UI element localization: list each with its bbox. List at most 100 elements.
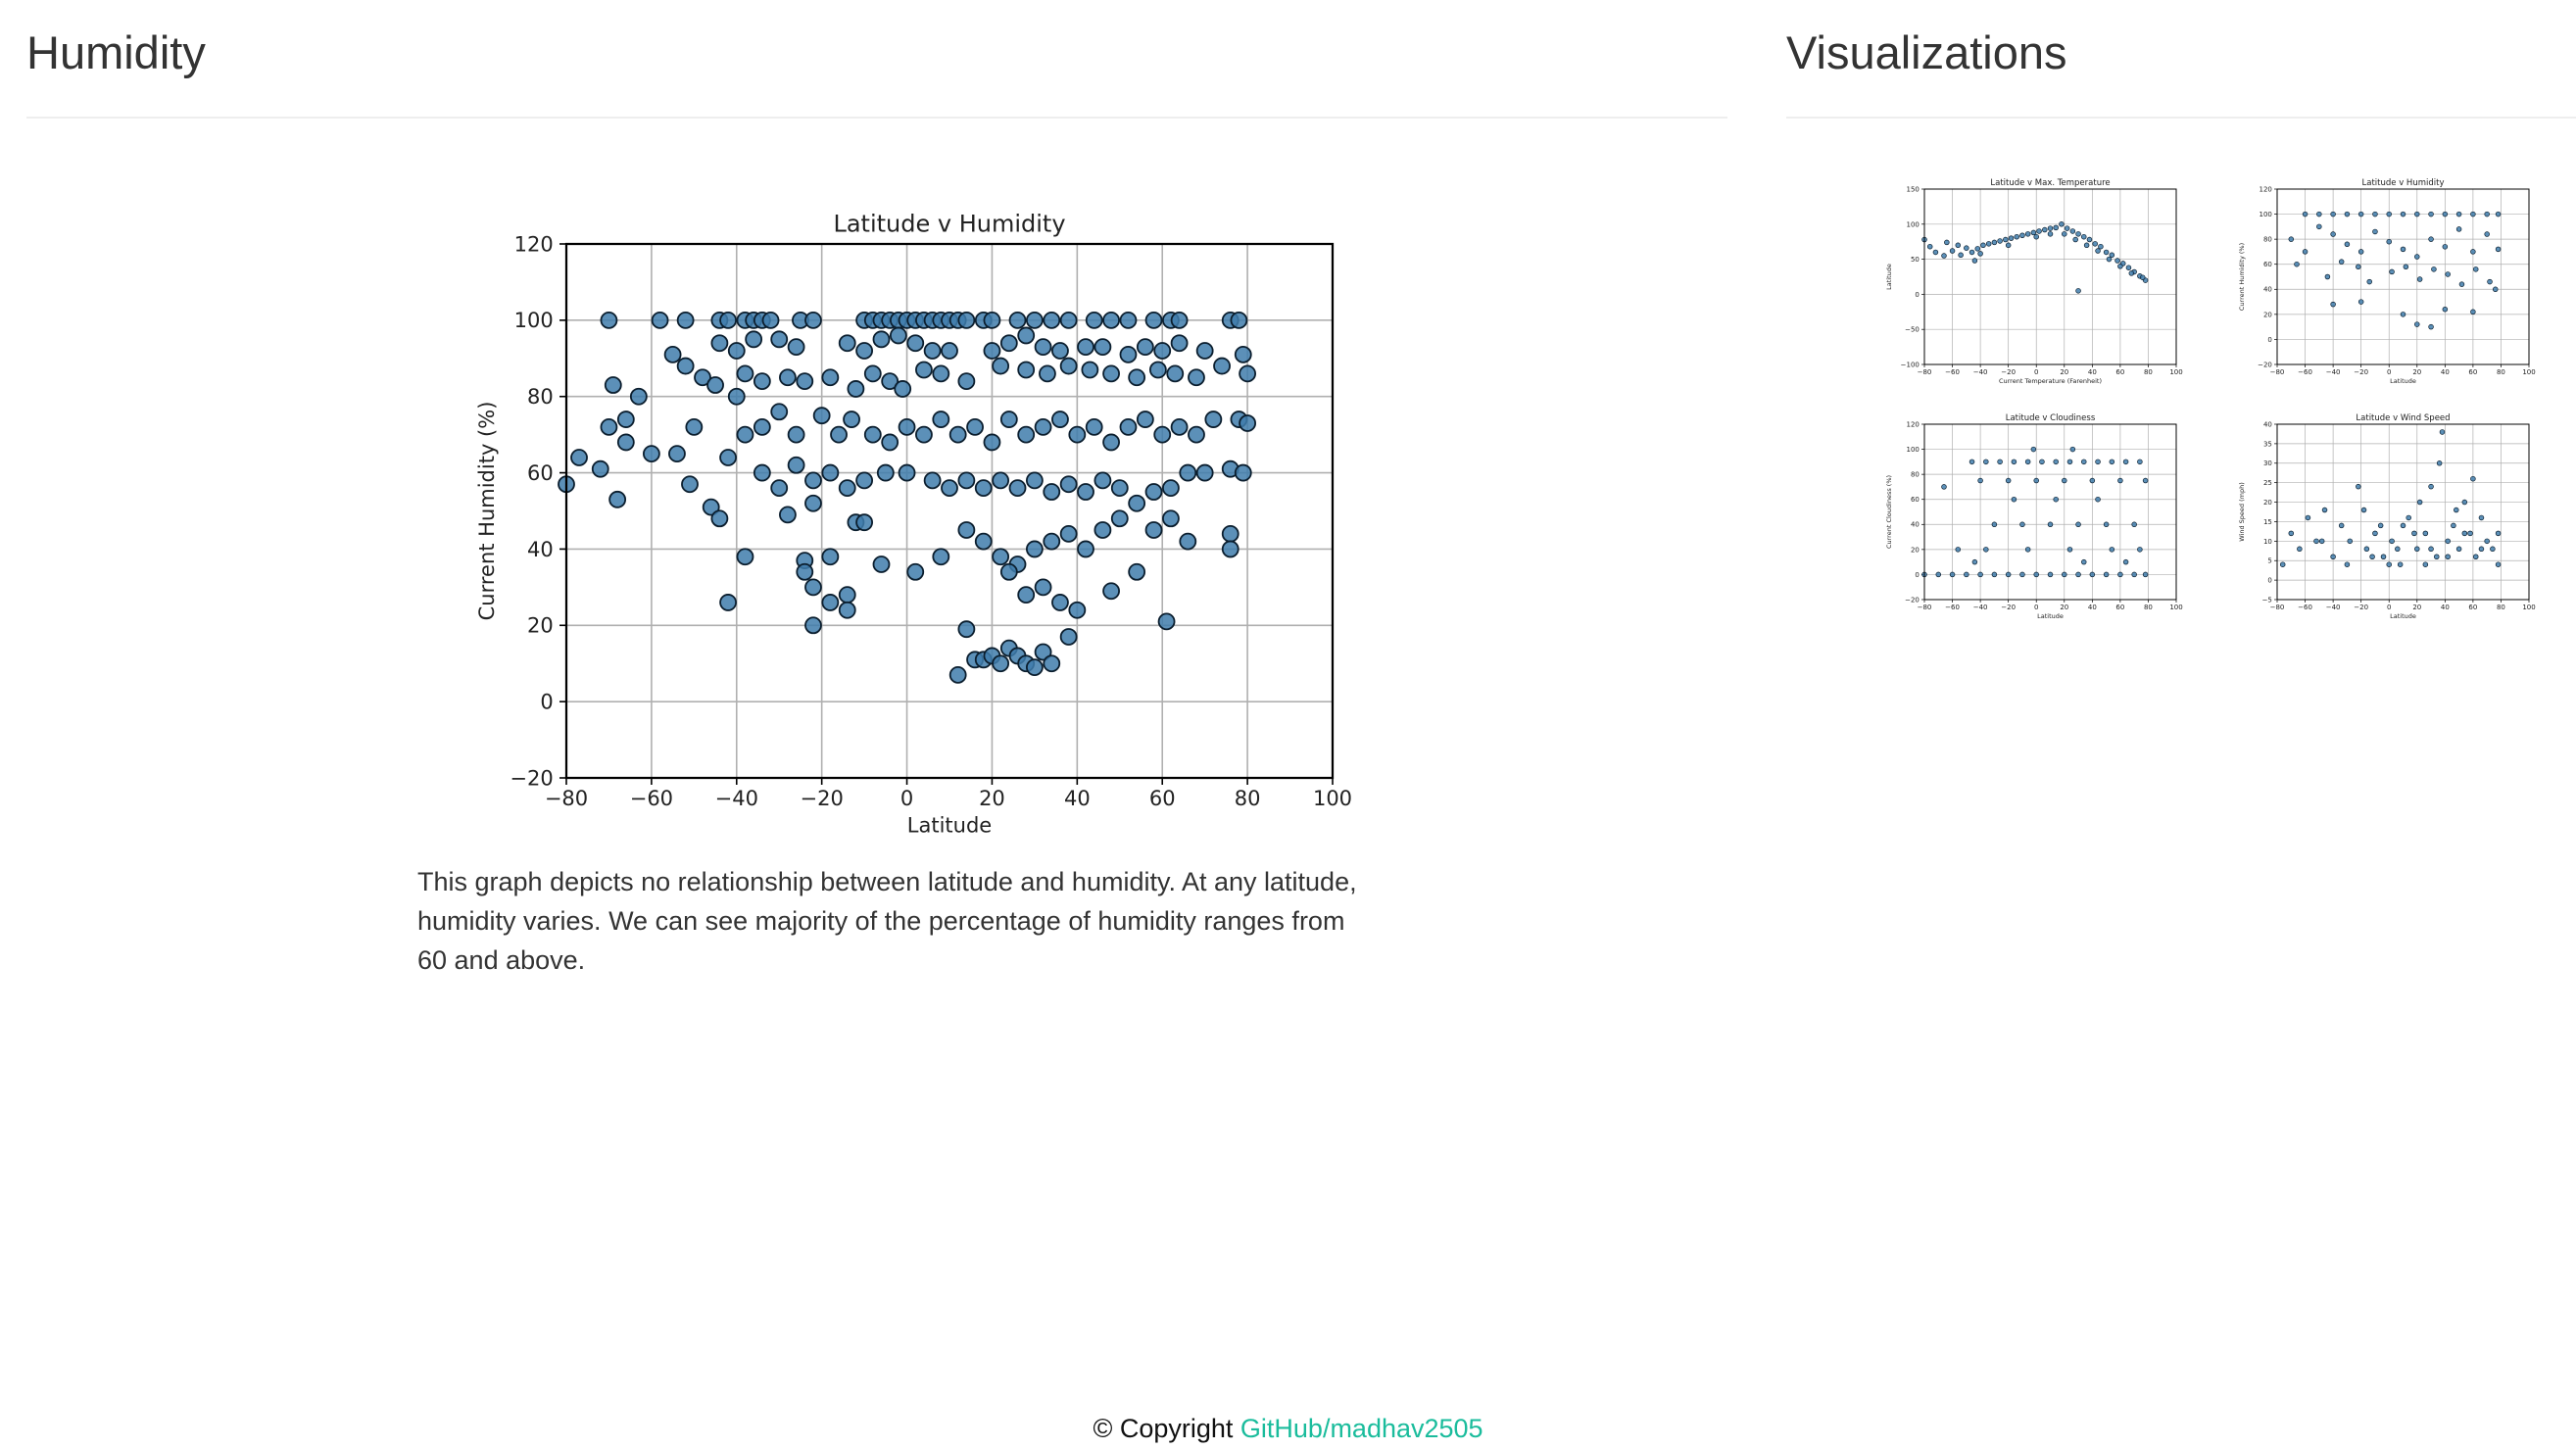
data-point: [753, 372, 771, 391]
data-point: [2400, 312, 2406, 317]
data-point: [1051, 594, 1069, 611]
data-point: [2495, 211, 2502, 218]
data-point: [847, 380, 865, 398]
data-point: [787, 425, 805, 444]
data-point: [796, 372, 814, 391]
data-point: [948, 665, 967, 684]
data-point: [2356, 483, 2361, 490]
data-point: [1025, 311, 1044, 329]
data-point: [932, 364, 950, 383]
data-point: [992, 654, 1010, 673]
title-divider: [26, 117, 1727, 119]
data-point: [2400, 246, 2406, 253]
data-point: [1153, 425, 1172, 444]
x-tick-label: −80: [2270, 368, 2285, 376]
data-point: [2030, 229, 2037, 236]
data-point: [642, 445, 660, 463]
plot-frame: [2276, 188, 2530, 365]
data-point: [2047, 225, 2054, 231]
x-tick-label: 0: [900, 787, 913, 810]
x-tick-label: −80: [545, 787, 588, 810]
data-point: [1949, 571, 1956, 578]
thumbnail-humidity[interactable]: −80 −60 −40 −20 0 20 40 60 80 100 −20 0 20 40 60 80 100 1…: [2232, 171, 2541, 399]
y-axis-label: Current Humidity (%): [475, 402, 499, 621]
data-point: [894, 380, 912, 398]
thumbnail-max-temperature[interactable]: −80 −60 −40 −20 0 20 40 60 80 100 −100 −50 0 50 100 150…: [1879, 171, 2188, 399]
data-point: [2389, 268, 2395, 275]
data-point: [898, 417, 916, 436]
x-tick-label: 40: [2088, 368, 2097, 376]
x-tick-label: 80: [2497, 604, 2505, 611]
data-point: [1081, 361, 1099, 379]
data-point: [863, 364, 882, 383]
chart-title: Latitude v Humidity: [833, 210, 1065, 237]
data-point: [1094, 471, 1112, 490]
data-point: [2389, 538, 2395, 545]
data-point: [2400, 211, 2406, 218]
data-point: [999, 334, 1018, 353]
data-point: [2380, 554, 2387, 559]
y-tick-label: 0: [2267, 336, 2271, 344]
data-point: [855, 513, 874, 532]
data-point: [1077, 540, 1094, 558]
data-point: [710, 334, 729, 353]
data-point: [1094, 521, 1112, 539]
data-point: [1997, 238, 2003, 244]
y-tick-label: 25: [2263, 479, 2272, 487]
data-point: [2324, 273, 2331, 280]
chart-title: Latitude v Cloudiness: [2006, 413, 2096, 423]
y-tick-label: 60: [2263, 261, 2272, 268]
data-point: [2089, 571, 2096, 578]
data-point: [1170, 417, 1189, 436]
data-point: [2053, 459, 2059, 465]
x-tick-label: 60: [1149, 787, 1176, 810]
data-point: [753, 463, 771, 482]
data-point: [957, 311, 976, 329]
data-point: [1974, 246, 1981, 252]
data-point: [1968, 459, 1975, 465]
data-point: [1977, 251, 1983, 257]
data-point: [1039, 364, 1056, 383]
data-point: [2386, 561, 2392, 567]
y-tick-label: 20: [1911, 546, 1920, 554]
data-point: [2338, 522, 2345, 529]
x-tick-label: 60: [2115, 604, 2124, 611]
data-point: [2344, 241, 2351, 248]
data-point: [941, 479, 958, 498]
data-point: [821, 463, 840, 482]
data-point: [2484, 211, 2490, 218]
data-point: [1017, 425, 1036, 444]
data-point: [694, 368, 711, 387]
thumbnail-wind-speed[interactable]: −80 −60 −40 −20 0 20 40 60 80 100 −5 0 5 10 15 20 25 30 35…: [2232, 407, 2541, 634]
data-point: [2103, 521, 2110, 528]
data-point: [1128, 494, 1146, 512]
y-tick-label: 100: [514, 309, 554, 332]
data-point: [787, 338, 805, 357]
data-point: [1195, 463, 1214, 482]
x-tick-label: 100: [2522, 604, 2535, 611]
chart-title: Latitude v Humidity: [2362, 178, 2445, 188]
data-point: [2086, 236, 2093, 243]
data-point: [2472, 554, 2479, 559]
data-point: [2142, 571, 2149, 578]
data-point: [2131, 521, 2137, 528]
data-point: [2008, 235, 2015, 241]
x-tick-label: −40: [715, 787, 758, 810]
data-point: [1944, 239, 1950, 246]
data-point: [2451, 522, 2456, 529]
thumbnail-cloudiness[interactable]: −80 −60 −40 −20 0 20 40 60 80 100 −20 0 20 40 60 80 100 1…: [1879, 407, 2188, 634]
github-link[interactable]: GitHub/madhav2505: [1239, 1414, 1483, 1443]
data-point: [1991, 239, 1998, 246]
data-point: [2330, 554, 2336, 559]
data-point: [2422, 530, 2429, 537]
data-point: [681, 475, 699, 494]
data-point: [1234, 345, 1252, 363]
data-point: [1991, 521, 1998, 528]
x-tick-label: 80: [2144, 604, 2153, 611]
y-tick-label: 100: [2260, 211, 2272, 218]
y-axis-label: Latitude: [1885, 264, 1893, 290]
data-point: [2445, 554, 2451, 559]
y-tick-label: 20: [2263, 499, 2272, 507]
data-point: [2428, 323, 2434, 330]
plot-frame: [564, 242, 1335, 780]
